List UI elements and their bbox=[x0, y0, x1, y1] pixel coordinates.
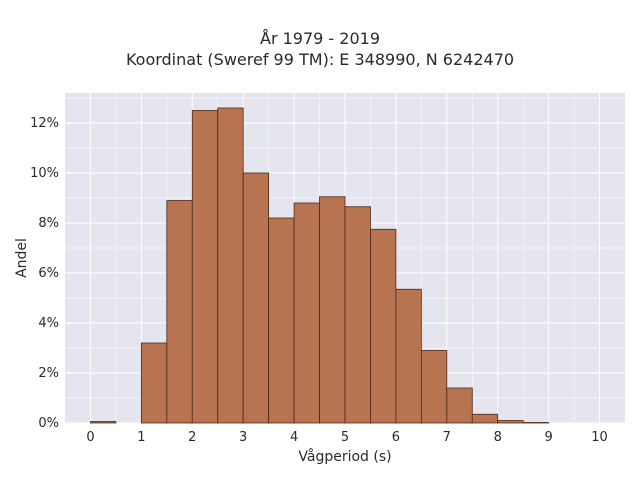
histogram-bar bbox=[370, 228, 397, 424]
histogram-bar bbox=[344, 206, 371, 424]
y-tick-label: 0% bbox=[38, 416, 59, 431]
histogram-bar bbox=[395, 288, 422, 424]
x-tick-label: 0 bbox=[86, 430, 94, 445]
histogram-bar bbox=[90, 421, 117, 424]
histogram-bar bbox=[217, 107, 244, 424]
y-axis-label: Andel bbox=[14, 238, 30, 278]
chart-title: År 1979 - 2019 bbox=[260, 29, 380, 48]
y-axis-ticks: 0% 2% 4% 6% 8% 10% 12% bbox=[30, 116, 59, 431]
histogram-bar bbox=[319, 196, 346, 424]
histogram-bar bbox=[191, 110, 219, 424]
y-tick-label: 12% bbox=[30, 116, 59, 131]
bars-group bbox=[90, 107, 550, 424]
x-axis-label: Vågperiod (s) bbox=[298, 448, 391, 465]
x-tick-label: 2 bbox=[188, 430, 196, 445]
x-tick-label: 8 bbox=[494, 430, 502, 445]
histogram-bar bbox=[522, 422, 550, 424]
x-tick-label: 5 bbox=[341, 430, 349, 445]
x-tick-label: 4 bbox=[290, 430, 298, 445]
y-tick-label: 6% bbox=[38, 266, 59, 281]
histogram-bar bbox=[471, 413, 499, 424]
x-tick-label: 1 bbox=[137, 430, 145, 445]
y-tick-label: 2% bbox=[38, 366, 59, 381]
x-tick-label: 10 bbox=[591, 430, 608, 445]
x-tick-label: 7 bbox=[443, 430, 451, 445]
x-tick-label: 6 bbox=[392, 430, 400, 445]
histogram-bar bbox=[140, 342, 168, 424]
x-tick-label: 3 bbox=[239, 430, 247, 445]
x-tick-label: 9 bbox=[544, 430, 552, 445]
histogram-bar bbox=[268, 217, 295, 424]
chart-subtitle: Koordinat (Sweref 99 TM): E 348990, N 62… bbox=[125, 50, 515, 69]
histogram-bar bbox=[293, 202, 320, 424]
histogram-bar bbox=[420, 350, 448, 424]
histogram-bar bbox=[446, 387, 473, 424]
y-tick-label: 8% bbox=[38, 216, 59, 231]
x-axis-ticks: 0 1 2 3 4 5 6 7 8 9 10 bbox=[86, 430, 608, 445]
histogram-bar bbox=[497, 420, 524, 424]
y-tick-label: 10% bbox=[30, 166, 59, 181]
y-tick-label: 4% bbox=[38, 316, 59, 331]
histogram-bar bbox=[242, 172, 270, 424]
histogram-bar bbox=[166, 200, 193, 424]
